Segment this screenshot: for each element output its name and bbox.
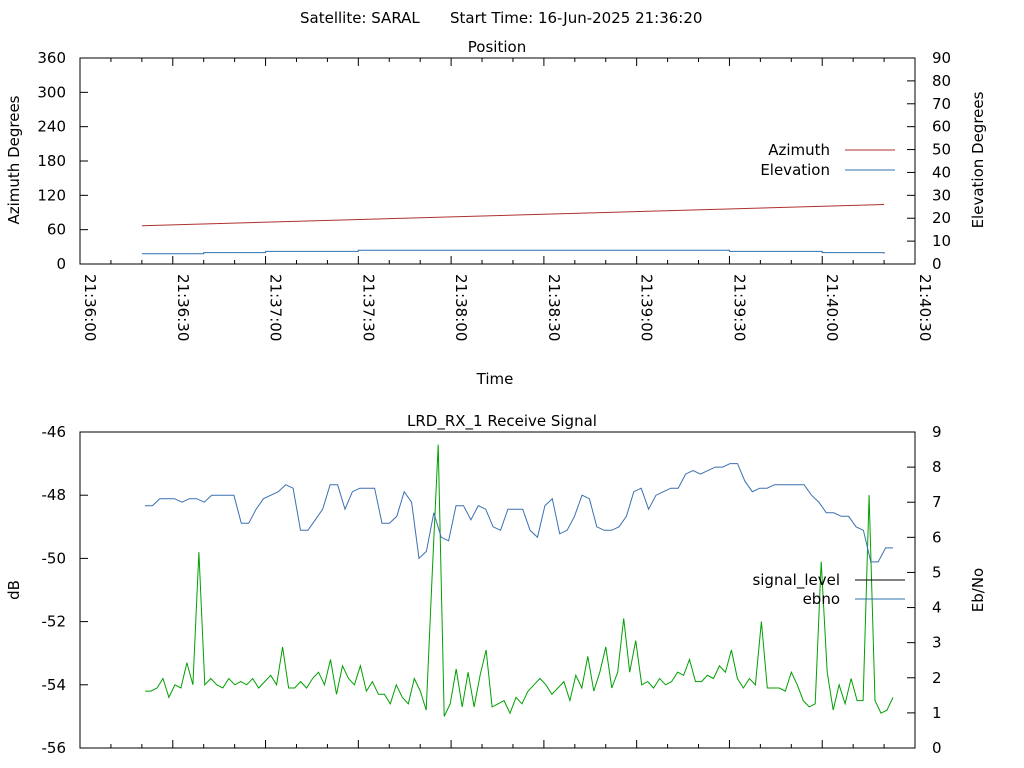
signal-y-tick-label: -46 xyxy=(42,423,67,441)
position-x-tick-label: 21:39:30 xyxy=(730,274,748,341)
elevation-line xyxy=(141,249,885,255)
position-y-tick-label: 180 xyxy=(37,152,66,170)
signal-y2-tick-label: 2 xyxy=(932,669,942,687)
signal-y-tick-label: -54 xyxy=(42,676,67,694)
satellite-label: Satellite: SARAL xyxy=(300,9,420,27)
position-y2-tick-label: 20 xyxy=(932,209,951,227)
position-y-tick-label: 240 xyxy=(37,118,66,136)
position-x-tick-label: 21:37:30 xyxy=(359,274,377,341)
ebno-line xyxy=(145,463,893,563)
position-y-tick-label: 360 xyxy=(37,49,66,67)
position-x-tick-label: 21:40:00 xyxy=(823,274,841,341)
legend-ebno-label: ebno xyxy=(803,590,840,608)
position-y2-tick-label: 30 xyxy=(932,186,951,204)
position-y-tick-label: 120 xyxy=(37,186,66,204)
signal-chart: LRD_RX_1 Receive Signal dB Eb/No -56 -54 -… xyxy=(5,412,987,757)
position-x-tick-label: 21:38:30 xyxy=(545,274,563,341)
signal-y2-tick-label: 8 xyxy=(932,458,942,476)
signal-y2-tick-label: 9 xyxy=(932,423,942,441)
signal-y2-tick-label: 7 xyxy=(932,493,942,511)
position-y-tick-label: 60 xyxy=(47,221,66,239)
signal-y-label: dB xyxy=(5,580,23,600)
signal-y2-label: Eb/No xyxy=(969,568,987,612)
signal-y-tick-label: -52 xyxy=(42,613,67,631)
position-x-tick-label: 21:40:30 xyxy=(916,274,934,341)
position-y2-tick-label: 50 xyxy=(932,141,951,159)
position-chart: Position Azimuth Degrees Elevation Degre… xyxy=(5,38,987,388)
signal-y-tick-label: -48 xyxy=(42,486,67,504)
signal-y2-tick-label: 1 xyxy=(932,704,942,722)
position-y2-tick-label: 70 xyxy=(932,95,951,113)
position-y2-tick-label: 40 xyxy=(932,163,951,181)
signal-level-line xyxy=(145,444,894,717)
signal-title: LRD_RX_1 Receive Signal xyxy=(407,412,597,431)
position-title: Position xyxy=(468,38,526,56)
position-y2-tick-label: 60 xyxy=(932,118,951,136)
position-y-label: Azimuth Degrees xyxy=(5,95,23,224)
legend-elevation-label: Elevation xyxy=(760,161,830,179)
position-x-tick-label: 21:36:00 xyxy=(81,274,99,341)
position-y2-tick-label: 90 xyxy=(932,49,951,67)
position-y2-tick-label: 0 xyxy=(932,255,942,273)
signal-y-tick-label: -56 xyxy=(42,739,67,757)
position-y-tick-label: 0 xyxy=(56,255,66,273)
position-y-tick-label: 300 xyxy=(37,83,66,101)
signal-y2-tick-label: 3 xyxy=(932,634,942,652)
position-y2-tick-label: 80 xyxy=(932,72,951,90)
azimuth-line xyxy=(141,204,885,227)
position-x-label: Time xyxy=(476,370,514,388)
position-y2-tick-label: 10 xyxy=(932,232,951,250)
position-x-tick-label: 21:38:00 xyxy=(452,274,470,341)
signal-plot-frame xyxy=(79,431,916,749)
start-time-label: Start Time: 16-Jun-2025 21:36:20 xyxy=(450,9,702,27)
signal-y-tick-label: -50 xyxy=(42,549,67,567)
position-x-tick-label: 21:39:00 xyxy=(638,274,656,341)
signal-y2-tick-label: 4 xyxy=(932,599,942,617)
legend-signal-level-label: signal_level xyxy=(752,571,840,590)
signal-y2-tick-label: 5 xyxy=(932,563,942,581)
position-y2-label: Elevation Degrees xyxy=(969,91,987,228)
signal-y2-tick-label: 0 xyxy=(932,739,942,757)
signal-y2-tick-label: 6 xyxy=(932,528,942,546)
position-x-tick-label: 21:37:00 xyxy=(267,274,285,341)
legend-azimuth-label: Azimuth xyxy=(768,141,830,159)
position-x-tick-label: 21:36:30 xyxy=(174,274,192,341)
